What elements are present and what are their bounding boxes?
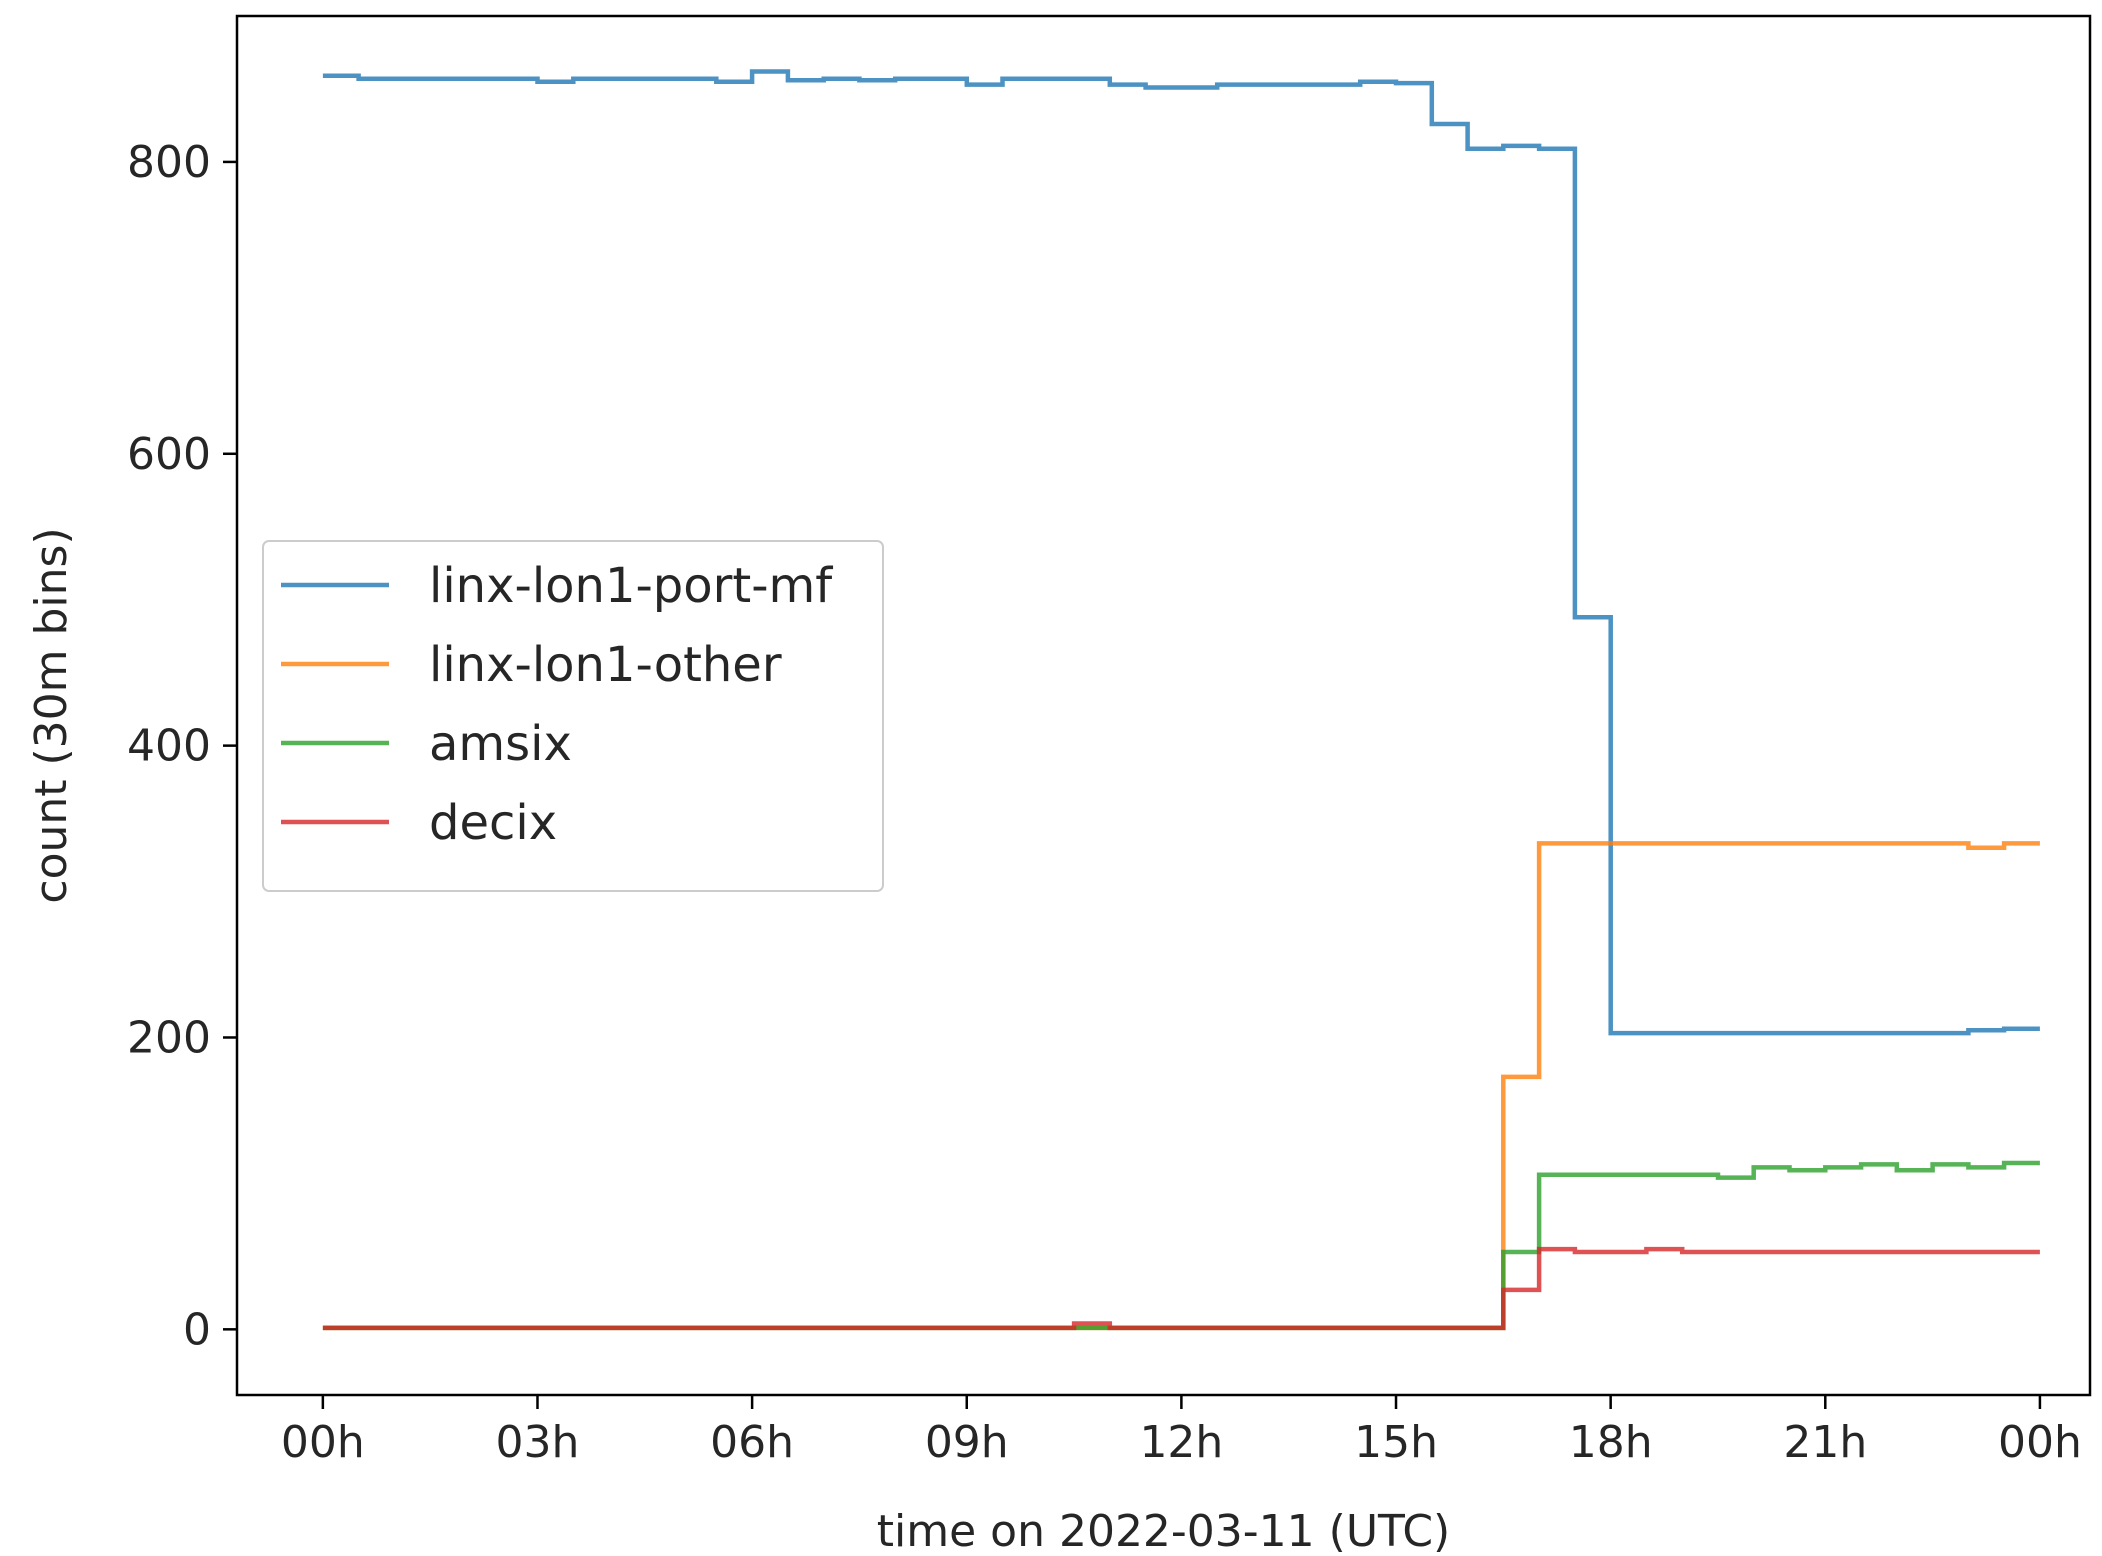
x-tick-label: 03h [496, 1417, 580, 1468]
legend-label-0: linx-lon1-port-mf [429, 558, 833, 614]
y-axis-label: count (30m bins) [26, 527, 77, 903]
legend-label-2: amsix [429, 716, 572, 772]
x-tick-label: 00h [281, 1417, 365, 1468]
plot-frame [235, 14, 2092, 1397]
x-tick-label: 12h [1139, 1417, 1223, 1468]
series-layer [322, 69, 2040, 1331]
legend-label-3: decix [429, 795, 557, 851]
x-tick-label: 00h [1998, 1417, 2082, 1468]
legend-label-1: linx-lon1-other [429, 637, 782, 693]
y-tick-label: 0 [183, 1304, 211, 1355]
y-tick-label: 800 [127, 137, 211, 188]
legend-box [262, 540, 884, 892]
x-axis: 00h 03h 06h 09h 12h 15h 18h 21h 00h [281, 1395, 2082, 1468]
y-tick-label: 600 [127, 429, 211, 480]
y-tick-label: 400 [127, 721, 211, 772]
series-line-3 [322, 1246, 2040, 1331]
series-line-0 [322, 69, 2040, 1036]
x-tick-label: 15h [1354, 1417, 1438, 1468]
x-tick-label: 06h [710, 1417, 794, 1468]
y-tick-label: 200 [127, 1012, 211, 1063]
x-tick-label: 21h [1783, 1417, 1867, 1468]
x-tick-label: 09h [925, 1417, 1009, 1468]
y-axis: 0 200 400 600 800 [127, 137, 237, 1355]
x-tick-label: 18h [1569, 1417, 1653, 1468]
legend: linx-lon1-port-mf linx-lon1-other amsix dec… [262, 540, 884, 892]
x-axis-label: time on 2022-03-11 (UTC) [877, 1506, 1450, 1556]
